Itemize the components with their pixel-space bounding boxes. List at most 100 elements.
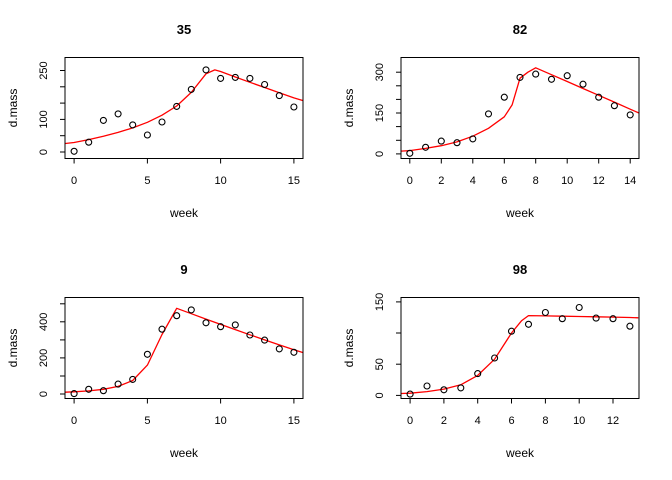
y-tick-label: 0 — [374, 151, 386, 157]
x-tick-label: 14 — [624, 175, 636, 187]
data-point — [592, 314, 600, 322]
plot-box — [400, 57, 640, 159]
data-point — [85, 385, 93, 393]
panel-title: 9 — [180, 262, 187, 277]
data-point — [231, 73, 239, 81]
data-point — [143, 350, 151, 358]
data-point — [516, 73, 524, 81]
y-axis-label: d.mass — [6, 329, 20, 368]
data-point — [406, 149, 414, 157]
x-tick-label: 0 — [71, 415, 77, 427]
data-point — [507, 327, 516, 335]
data-point — [579, 80, 587, 88]
y-tick-label: 50 — [374, 358, 386, 370]
data-point — [626, 111, 634, 119]
x-tick-label: 2 — [441, 415, 447, 427]
data-point — [70, 390, 78, 398]
x-tick-label: 10 — [561, 175, 573, 187]
data-point — [422, 143, 430, 151]
fit-line — [65, 307, 303, 393]
data-point — [246, 74, 254, 82]
data-point — [202, 66, 210, 74]
data-point — [187, 85, 195, 93]
x-tick-label: 15 — [288, 415, 300, 427]
data-point — [99, 116, 107, 124]
y-tick-label: 150 — [374, 293, 386, 311]
y-tick-label: 0 — [38, 391, 50, 397]
data-point — [246, 331, 254, 339]
data-point — [114, 110, 122, 118]
y-tick-label: 100 — [38, 110, 50, 128]
panel-35: 0 5 10 15 0 100 250 35 week d.mass — [0, 0, 336, 240]
data-point — [440, 386, 448, 394]
data-point — [541, 308, 549, 317]
plot-box — [64, 57, 304, 159]
data-point — [453, 139, 461, 147]
panel-title: 82 — [513, 22, 527, 37]
y-tick-label: 150 — [374, 104, 386, 122]
data-point — [547, 75, 556, 83]
x-tick-label: 5 — [144, 415, 150, 427]
fit-line — [65, 69, 303, 145]
panel-9: 0 5 10 15 0 200 400 9 week d.mass — [0, 240, 336, 480]
x-axis-label: week — [169, 206, 199, 220]
x-axis-label: week — [505, 446, 535, 460]
y-tick-label: 400 — [38, 313, 50, 331]
data-point — [575, 303, 583, 312]
panel-title: 35 — [177, 22, 191, 37]
y-axis-label: d.mass — [6, 89, 20, 128]
y-tick-label: 0 — [374, 392, 386, 398]
x-tick-label: 2 — [438, 175, 444, 187]
data-point — [457, 384, 465, 392]
data-point — [626, 322, 634, 330]
data-point — [524, 320, 533, 328]
data-point — [231, 321, 239, 329]
data-point — [158, 325, 166, 333]
y-axis-label: d.mass — [342, 89, 356, 128]
plot-box — [400, 297, 640, 399]
data-point — [469, 135, 477, 143]
data-point — [290, 103, 298, 111]
x-axis-label: week — [505, 206, 535, 220]
data-point — [532, 70, 540, 78]
x-tick-label: 5 — [144, 175, 150, 187]
data-point — [202, 319, 210, 327]
data-point — [491, 354, 499, 362]
x-tick-label: 10 — [573, 415, 585, 427]
plot-82: 0 2 4 6 8 10 12 14 0 150 300 82 week d.mass — [342, 22, 640, 220]
x-tick-label: 10 — [214, 175, 226, 187]
panel-82: 0 2 4 6 8 10 12 14 0 150 300 82 week d.mass — [336, 0, 672, 240]
y-axis-label: d.mass — [342, 329, 356, 368]
y-tick-label: 300 — [374, 63, 386, 81]
data-point — [500, 93, 508, 101]
plot-box — [64, 297, 304, 399]
fit-line — [400, 67, 640, 152]
x-tick-label: 8 — [542, 415, 548, 427]
data-point — [187, 306, 195, 314]
x-tick-label: 8 — [533, 175, 539, 187]
data-point — [275, 345, 283, 353]
plot-35: 0 5 10 15 0 100 250 35 week d.mass — [6, 22, 304, 220]
data-point — [558, 315, 566, 323]
data-point — [261, 336, 269, 344]
x-tick-label: 6 — [508, 415, 514, 427]
data-point — [85, 138, 93, 146]
data-point — [437, 137, 445, 145]
x-tick-label: 0 — [407, 175, 413, 187]
data-point — [143, 131, 151, 139]
data-point — [114, 380, 122, 388]
data-point — [563, 72, 571, 80]
x-tick-label: 6 — [501, 175, 507, 187]
data-point — [158, 118, 166, 126]
data-point — [173, 312, 181, 320]
data-point — [70, 147, 78, 155]
data-point — [173, 102, 181, 110]
x-tick-label: 10 — [214, 415, 226, 427]
data-point — [129, 121, 137, 129]
data-point — [99, 387, 107, 395]
fit-line — [401, 314, 639, 395]
data-point — [217, 323, 225, 331]
data-point — [217, 74, 225, 82]
x-tick-label: 15 — [288, 175, 300, 187]
